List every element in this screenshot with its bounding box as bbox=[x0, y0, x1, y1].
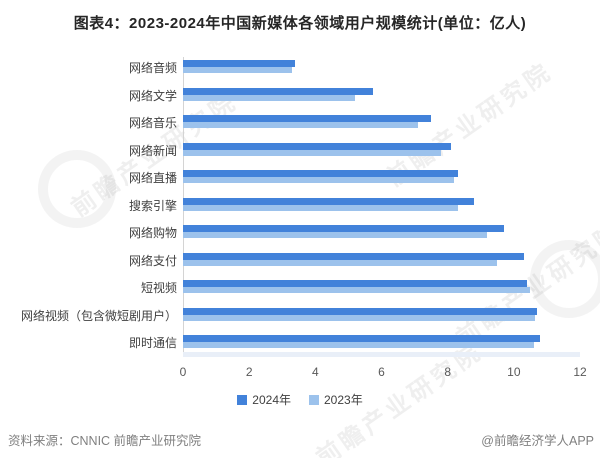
category-label: 网络视频（包含微短剧用户） bbox=[20, 308, 177, 323]
legend-item: 2024年 bbox=[237, 391, 291, 408]
bar-2023 bbox=[183, 94, 356, 101]
legend-swatch bbox=[309, 394, 319, 405]
category-label: 网络新闻 bbox=[128, 143, 177, 158]
bar-2024 bbox=[183, 170, 458, 177]
bar-2024 bbox=[183, 335, 541, 342]
credit-note: @前瞻经济学人APP bbox=[481, 434, 594, 448]
x-tick-label: 8 bbox=[444, 365, 451, 379]
legend-item: 2023年 bbox=[309, 391, 363, 408]
bar-2023 bbox=[183, 122, 418, 128]
bar-2023 bbox=[183, 149, 442, 156]
bar-2024 bbox=[183, 252, 524, 260]
bar-2023 bbox=[183, 232, 488, 238]
category-label: 搜索引擎 bbox=[128, 198, 177, 213]
bar-2024 bbox=[183, 87, 374, 95]
watermark-logo-icon bbox=[530, 240, 600, 318]
category-label: 网络购物 bbox=[128, 226, 177, 240]
bar-2024 bbox=[183, 280, 528, 287]
source-note: 资料来源：CNNIC 前瞻产业研究院 bbox=[8, 434, 202, 448]
bar-2024 bbox=[183, 142, 451, 150]
bar-2024 bbox=[183, 60, 296, 67]
legend-label: 2024年 bbox=[252, 393, 291, 407]
category-label: 网络音乐 bbox=[128, 116, 177, 130]
bar-2024 bbox=[183, 225, 504, 232]
category-label: 网络音频 bbox=[128, 61, 177, 75]
bar-2024 bbox=[183, 197, 475, 205]
bar-2024 bbox=[183, 307, 537, 315]
bar-2023 bbox=[183, 314, 536, 321]
x-tick-label: 12 bbox=[573, 365, 587, 379]
bar-2024 bbox=[183, 115, 432, 122]
bar-2023 bbox=[183, 259, 498, 266]
baseline-band bbox=[183, 352, 580, 357]
category-label: 网络直播 bbox=[128, 171, 177, 185]
legend-swatch bbox=[237, 394, 248, 405]
x-tick-label: 10 bbox=[507, 365, 521, 379]
x-tick-label: 2 bbox=[245, 365, 253, 379]
bar-2023 bbox=[183, 287, 531, 293]
category-label: 即时通信 bbox=[128, 336, 177, 350]
x-tick-label: 0 bbox=[179, 365, 187, 379]
category-label: 网络文学 bbox=[128, 88, 177, 103]
bar-2023 bbox=[183, 177, 455, 183]
bar-2023 bbox=[183, 67, 293, 73]
bar-2023 bbox=[183, 204, 458, 211]
chart-title: 图表4：2023-2024年中国新媒体各领域用户规模统计(单位：亿人) bbox=[73, 15, 527, 32]
x-tick-label: 6 bbox=[378, 365, 385, 379]
watermark-logo-icon bbox=[38, 150, 116, 228]
x-tick-label: 4 bbox=[311, 365, 319, 379]
legend: 2024年 2023年 bbox=[0, 391, 600, 408]
category-label: 网络支付 bbox=[128, 253, 177, 268]
legend-label: 2023年 bbox=[324, 393, 363, 407]
category-label: 短视频 bbox=[140, 281, 177, 295]
bar-2023 bbox=[183, 342, 534, 348]
